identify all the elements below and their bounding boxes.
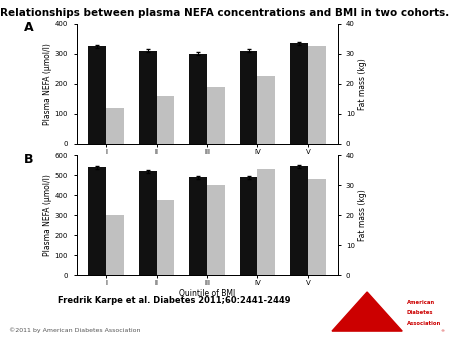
Polygon shape	[340, 299, 394, 329]
Bar	[308, 46, 326, 144]
Y-axis label: Fat mass (kg): Fat mass (kg)	[358, 190, 367, 241]
Bar	[240, 51, 257, 144]
Text: American: American	[407, 300, 435, 305]
Bar	[157, 200, 174, 275]
Y-axis label: Plasma NEFA (μmol/l): Plasma NEFA (μmol/l)	[43, 174, 52, 257]
Y-axis label: Plasma NEFA (μmol/l): Plasma NEFA (μmol/l)	[43, 43, 52, 125]
Polygon shape	[332, 292, 402, 331]
Bar	[207, 87, 225, 144]
Bar	[290, 167, 308, 275]
Bar	[308, 179, 326, 275]
Bar	[290, 43, 308, 144]
Bar	[257, 76, 275, 144]
Bar	[139, 171, 157, 275]
Bar	[139, 51, 157, 144]
Bar	[189, 177, 207, 275]
Y-axis label: Fat mass (kg): Fat mass (kg)	[358, 58, 367, 110]
Bar	[240, 177, 257, 275]
Bar	[207, 186, 225, 275]
Text: ©2011 by American Diabetes Association: ©2011 by American Diabetes Association	[9, 327, 140, 333]
Bar	[88, 46, 106, 144]
Text: B: B	[24, 153, 34, 166]
Bar	[106, 108, 124, 144]
X-axis label: Quintile of BMI: Quintile of BMI	[179, 289, 235, 298]
Text: ®: ®	[441, 329, 445, 333]
Bar	[106, 216, 124, 275]
Text: A: A	[24, 21, 34, 34]
Text: Association: Association	[407, 320, 441, 325]
Bar	[88, 167, 106, 275]
Bar	[157, 96, 174, 144]
Text: Diabetes: Diabetes	[407, 310, 433, 315]
X-axis label: Quintile of BMI: Quintile of BMI	[179, 157, 235, 166]
Text: Fredrik Karpe et al. Diabetes 2011;60:2441-2449: Fredrik Karpe et al. Diabetes 2011;60:24…	[58, 296, 291, 305]
Bar	[189, 54, 207, 144]
Text: Relationships between plasma NEFA concentrations and BMI in two cohorts.: Relationships between plasma NEFA concen…	[0, 8, 450, 19]
Bar	[257, 169, 275, 275]
